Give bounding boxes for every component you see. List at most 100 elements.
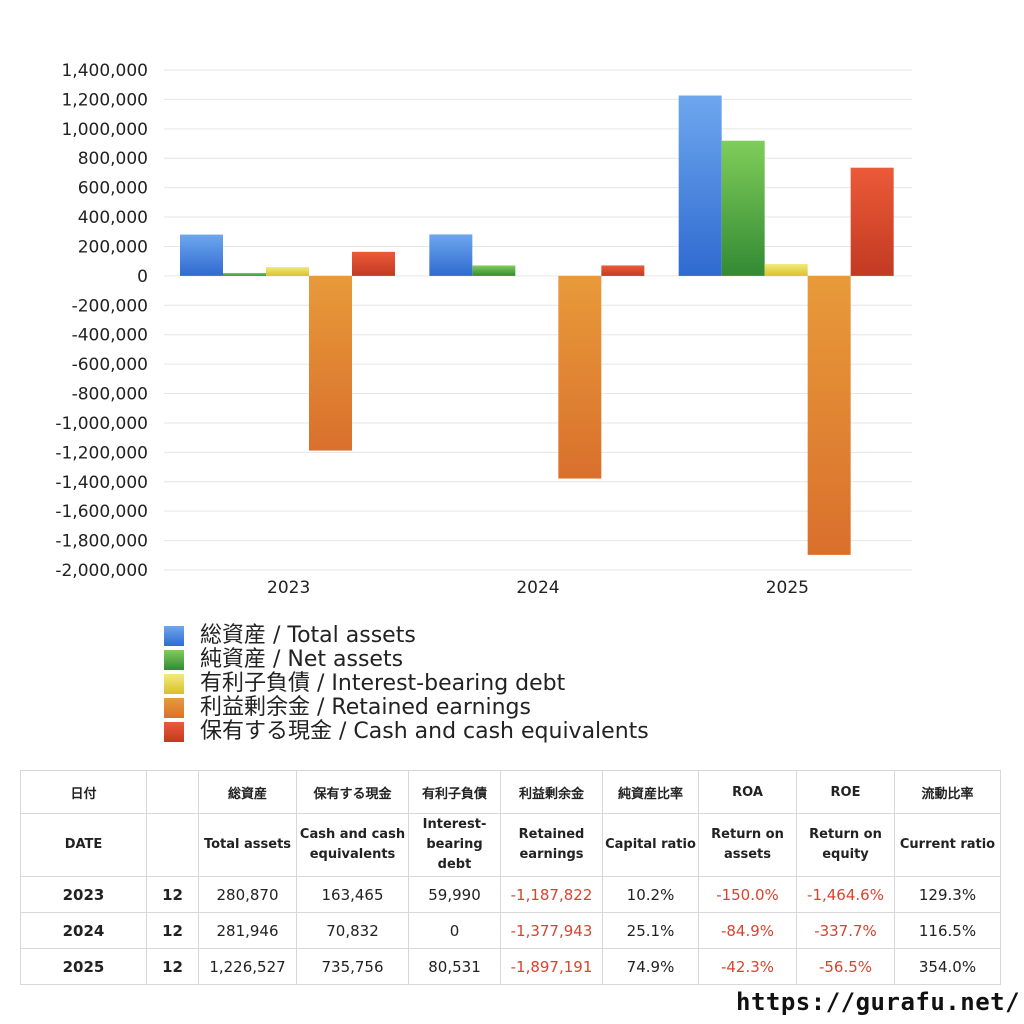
header-roe-en: Return on equity xyxy=(796,813,895,877)
legend-label: 有利子負債 / Interest-bearing debt xyxy=(200,671,566,696)
cell-retained: -1,897,191 xyxy=(500,948,603,985)
header-cash-jp: 保有する現金 xyxy=(296,770,409,814)
cell-year: 2024 xyxy=(20,912,147,949)
header-date-en: DATE xyxy=(20,813,147,877)
x-tick-label: 2024 xyxy=(516,578,559,598)
legend-item: 利益剰余金 / Retained earnings xyxy=(164,696,649,720)
x-axis-tick-labels: 2023 2024 2025 xyxy=(267,578,809,598)
cell-debt: 80,531 xyxy=(408,948,501,985)
cell-cash: 70,832 xyxy=(296,912,409,949)
cell-roe: -337.7% xyxy=(796,912,895,949)
y-tick-label: -2,000,000 xyxy=(55,561,148,581)
cell-capital-ratio: 74.9% xyxy=(602,948,699,985)
y-tick-label: 800,000 xyxy=(78,149,148,169)
cell-roe: -56.5% xyxy=(796,948,895,985)
cell-roa: -42.3% xyxy=(698,948,797,985)
legend-label: 純資産 / Net assets xyxy=(200,647,404,672)
table-row: 2024 12 281,946 70,832 0 -1,377,943 25.1… xyxy=(20,912,1001,949)
y-axis-tick-labels: 1,400,000 1,200,000 1,000,000 800,000 600,00… xyxy=(55,61,148,581)
bar xyxy=(850,167,894,276)
header-capital-ratio-en: Capital ratio xyxy=(602,813,699,877)
bar xyxy=(721,140,765,276)
header-cash-en: Cash and cash equivalents xyxy=(296,813,409,877)
bar xyxy=(266,267,309,276)
y-tick-label: -1,400,000 xyxy=(55,473,148,493)
cell-capital-ratio: 10.2% xyxy=(602,876,699,913)
header-current-ratio-jp: 流動比率 xyxy=(894,770,1001,814)
y-tick-label: -1,800,000 xyxy=(55,532,148,552)
y-tick-label: 1,200,000 xyxy=(61,90,148,110)
legend-label: 保有する現金 / Cash and cash equivalents xyxy=(200,719,649,744)
cell-debt: 59,990 xyxy=(408,876,501,913)
y-tick-label: -800,000 xyxy=(72,385,148,405)
y-tick-label: 600,000 xyxy=(78,179,148,199)
bar xyxy=(764,264,808,276)
legend-swatch xyxy=(164,722,184,742)
cell-total-assets: 281,946 xyxy=(198,912,297,949)
table-row: 2023 12 280,870 163,465 59,990 -1,187,82… xyxy=(20,876,1001,913)
cell-total-assets: 280,870 xyxy=(198,876,297,913)
bar xyxy=(309,275,352,451)
header-date-jp: 日付 xyxy=(20,770,147,814)
legend-label: 利益剰余金 / Retained earnings xyxy=(200,695,531,720)
table-header-jp: 日付 総資産 保有する現金 有利子負債 利益剰余金 純資産比率 ROA ROE … xyxy=(20,770,1001,814)
y-tick-label: -400,000 xyxy=(72,326,148,346)
legend-item: 保有する現金 / Cash and cash equivalents xyxy=(164,720,649,744)
bar xyxy=(678,95,722,276)
grid-lines xyxy=(164,69,912,571)
y-tick-label: 400,000 xyxy=(78,208,148,228)
table-header-en: DATE Total assets Cash and cash equivale… xyxy=(20,813,1001,877)
bar xyxy=(223,272,266,276)
header-total-assets-en: Total assets xyxy=(198,813,297,877)
header-debt-jp: 有利子負債 xyxy=(408,770,501,814)
bar xyxy=(352,251,395,276)
cell-cash: 735,756 xyxy=(296,948,409,985)
y-tick-label: -1,600,000 xyxy=(55,502,148,522)
bar xyxy=(558,275,602,479)
y-tick-label: 1,400,000 xyxy=(61,61,148,81)
y-tick-label: 1,000,000 xyxy=(61,120,148,140)
header-retained-jp: 利益剰余金 xyxy=(500,770,603,814)
bar xyxy=(180,234,223,276)
cell-roe: -1,464.6% xyxy=(796,876,895,913)
cell-capital-ratio: 25.1% xyxy=(602,912,699,949)
financial-table: 日付 総資産 保有する現金 有利子負債 利益剰余金 純資産比率 ROA ROE … xyxy=(20,770,1001,985)
cell-current-ratio: 116.5% xyxy=(894,912,1001,949)
bar xyxy=(472,265,516,276)
legend-label: 総資産 / Total assets xyxy=(200,623,416,648)
legend-swatch xyxy=(164,698,184,718)
legend-item: 総資産 / Total assets xyxy=(164,624,649,648)
legend-swatch xyxy=(164,674,184,694)
x-tick-label: 2023 xyxy=(267,578,310,598)
bars xyxy=(180,95,894,555)
header-roa-en: Return on assets xyxy=(698,813,797,877)
cell-roa: -150.0% xyxy=(698,876,797,913)
x-tick-label: 2025 xyxy=(766,578,809,598)
header-total-assets-jp: 総資産 xyxy=(198,770,297,814)
watermark-url: https://gurafu.net/ xyxy=(736,988,1021,1016)
cell-current-ratio: 129.3% xyxy=(894,876,1001,913)
cell-year: 2023 xyxy=(20,876,147,913)
y-tick-label: -600,000 xyxy=(72,355,148,375)
bar-chart: 1,400,000 1,200,000 1,000,000 800,000 600,00… xyxy=(55,61,912,598)
legend-item: 有利子負債 / Interest-bearing debt xyxy=(164,672,649,696)
y-tick-label: -1,000,000 xyxy=(55,414,148,434)
cell-month: 12 xyxy=(146,876,199,913)
cell-roa: -84.9% xyxy=(698,912,797,949)
header-debt-en: Interest-bearing debt xyxy=(408,813,501,877)
cell-debt: 0 xyxy=(408,912,501,949)
table-row: 2025 12 1,226,527 735,756 80,531 -1,897,… xyxy=(20,948,1001,985)
header-roa-jp: ROA xyxy=(698,770,797,814)
y-tick-label: -1,200,000 xyxy=(55,443,148,463)
chart-legend: 総資産 / Total assets 純資産 / Net assets 有利子負債 … xyxy=(164,624,649,744)
cell-month: 12 xyxy=(146,948,199,985)
bar xyxy=(601,265,645,276)
cell-current-ratio: 354.0% xyxy=(894,948,1001,985)
header-capital-ratio-jp: 純資産比率 xyxy=(602,770,699,814)
legend-swatch xyxy=(164,650,184,670)
y-tick-label: 0 xyxy=(137,267,148,287)
header-month-en xyxy=(146,813,199,877)
y-tick-label: -200,000 xyxy=(72,296,148,316)
header-roe-jp: ROE xyxy=(796,770,895,814)
cell-month: 12 xyxy=(146,912,199,949)
